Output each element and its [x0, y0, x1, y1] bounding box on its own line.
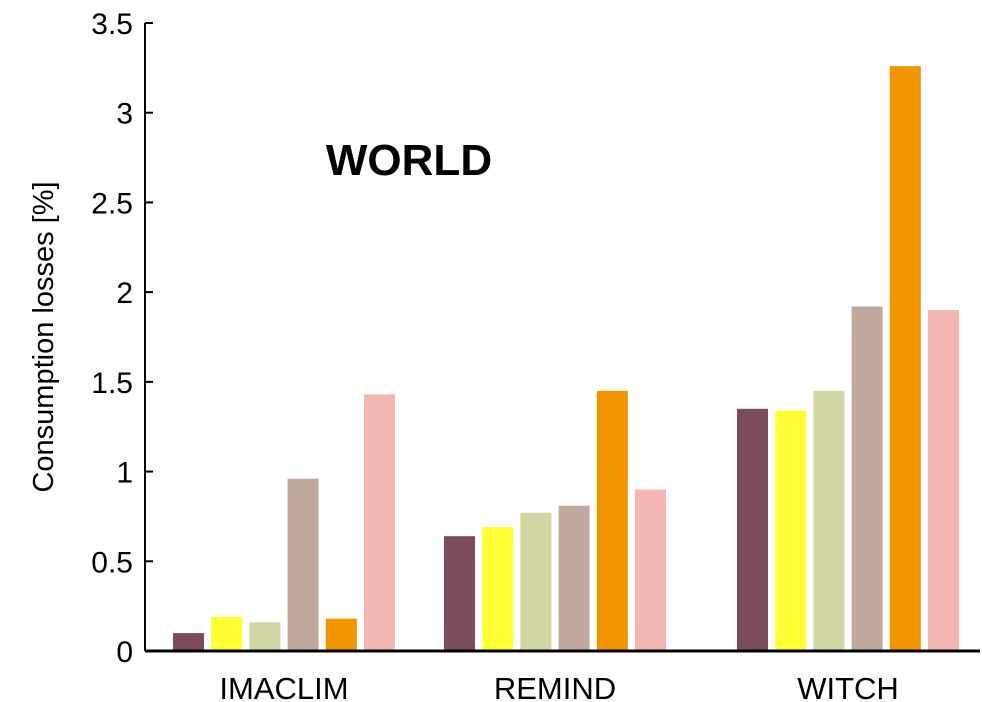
- bar: [851, 306, 883, 651]
- chart-annotation: WORLD: [326, 136, 492, 185]
- bar: [173, 633, 204, 651]
- x-category-label: WITCH: [797, 671, 899, 702]
- bar: [211, 616, 243, 651]
- bar: [635, 489, 666, 651]
- bar: [482, 527, 514, 651]
- y-axis-title: Consumption losses [%]: [28, 181, 60, 492]
- x-category-label: IMACLIM: [219, 671, 348, 702]
- bar: [325, 618, 357, 651]
- bar: [813, 390, 845, 651]
- bar: [596, 390, 628, 651]
- bars-layer: [173, 66, 959, 652]
- y-tick-label: 0.5: [91, 546, 133, 579]
- y-tick-label: 3: [116, 98, 133, 131]
- y-tick-label: 2: [116, 277, 133, 310]
- bar: [737, 408, 768, 651]
- y-tick-label: 0: [116, 636, 133, 669]
- bar: [249, 622, 281, 651]
- bar: [287, 478, 319, 651]
- bar: [775, 410, 807, 651]
- bar: [520, 512, 552, 651]
- bar: [928, 310, 959, 651]
- bar: [444, 536, 475, 651]
- y-tick-label: 1.5: [91, 367, 133, 400]
- y-tick-label: 2.5: [91, 187, 133, 220]
- y-tick-label: 3.5: [91, 8, 133, 41]
- bar: [558, 505, 590, 651]
- x-category-label: REMIND: [494, 671, 616, 702]
- x-category-labels: IMACLIM REMIND WITCH: [219, 671, 898, 702]
- bar: [889, 66, 921, 652]
- y-tick-label: 1: [116, 457, 133, 490]
- bar: [364, 394, 395, 651]
- y-ticks: 0 0.5 1 1.5 2 2.5 3 3.5: [91, 8, 153, 669]
